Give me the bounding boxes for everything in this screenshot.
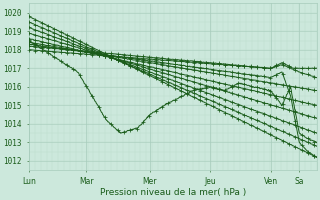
X-axis label: Pression niveau de la mer( hPa ): Pression niveau de la mer( hPa ) <box>100 188 246 197</box>
